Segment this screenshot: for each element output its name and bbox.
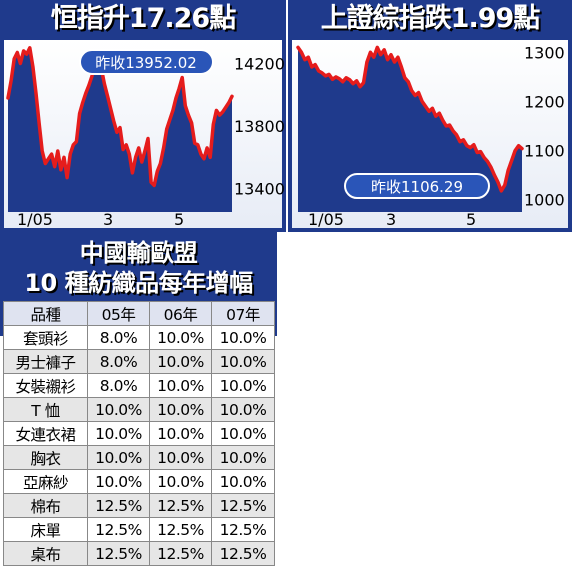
- category-cell: 床單: [3, 517, 88, 542]
- tariff-table: 品種 05年 06年 07年 套頭衫 8.0% 10.0% 10.0% 男士褲子 8.0%…: [3, 301, 275, 566]
- rate-2005-cell: 10.0%: [87, 397, 150, 422]
- hsi-prev-close-label: 昨收13952.02: [95, 54, 197, 72]
- table-row: 胸衣 10.0% 10.0% 10.0%: [3, 445, 275, 470]
- rate-2007-cell: 10.0%: [211, 421, 275, 446]
- rate-2005-cell: 10.0%: [87, 469, 150, 494]
- category-cell: 女裝襯衫: [3, 373, 88, 398]
- table-row: 女連衣裙 10.0% 10.0% 10.0%: [3, 421, 275, 446]
- rate-2006-cell: 10.0%: [149, 325, 212, 350]
- header-category: 品種: [3, 301, 88, 326]
- rate-2006-cell: 12.5%: [149, 541, 212, 566]
- rate-2007-cell: 12.5%: [211, 517, 275, 542]
- rate-2005-cell: 12.5%: [87, 493, 150, 518]
- rate-2005-cell: 12.5%: [87, 541, 150, 566]
- rate-2005-cell: 10.0%: [87, 445, 150, 470]
- rate-2005-cell: 12.5%: [87, 517, 150, 542]
- x-tick-label: 3: [386, 210, 396, 229]
- rate-2007-cell: 12.5%: [211, 541, 275, 566]
- category-cell: 亞麻紗: [3, 469, 88, 494]
- rate-2007-cell: 10.0%: [211, 373, 275, 398]
- table-title-line1: 中國輸歐盟: [79, 239, 198, 267]
- rate-2005-cell: 10.0%: [87, 421, 150, 446]
- hsi-chart-panel: 恒指升17.26點 昨收13952.02 14200 13800 13400 1/0…: [0, 0, 286, 232]
- rate-2006-cell: 10.0%: [149, 373, 212, 398]
- y-tick-label: 14200: [234, 55, 285, 74]
- x-tick-label: 5: [174, 210, 184, 229]
- table-row: 套頭衫 8.0% 10.0% 10.0%: [3, 325, 275, 350]
- rate-2006-cell: 12.5%: [149, 493, 212, 518]
- rate-2006-cell: 12.5%: [149, 517, 212, 542]
- rate-2005-cell: 8.0%: [87, 325, 150, 350]
- table-row: 棉布 12.5% 12.5% 12.5%: [3, 493, 275, 518]
- category-cell: 男士褲子: [3, 349, 88, 374]
- rate-2006-cell: 10.0%: [149, 469, 212, 494]
- rate-2006-cell: 10.0%: [149, 349, 212, 374]
- x-tick-label: 5: [466, 210, 476, 229]
- table-title-line2: 10 種紡織品每年增幅: [24, 269, 253, 297]
- rate-2005-cell: 8.0%: [87, 373, 150, 398]
- shc-chart: 昨收1106.29 1300 1200 1100 1000 1/05 3 5: [292, 40, 568, 229]
- hsi-prev-close-badge: [79, 49, 214, 75]
- shc-prev-close-label: 昨收1106.29: [371, 178, 463, 196]
- header-2007: 07年: [211, 301, 275, 326]
- category-cell: 套頭衫: [3, 325, 88, 350]
- table-row: 女裝襯衫 8.0% 10.0% 10.0%: [3, 373, 275, 398]
- table-row: T 恤 10.0% 10.0% 10.0%: [3, 397, 275, 422]
- rate-2007-cell: 10.0%: [211, 445, 275, 470]
- rate-2006-cell: 10.0%: [149, 397, 212, 422]
- y-tick-label: 1200: [524, 92, 565, 111]
- y-tick-label: 1000: [524, 191, 565, 210]
- table-row: 桌布 12.5% 12.5% 12.5%: [3, 541, 275, 566]
- hsi-chart: 昨收13952.02 14200 13800 13400 1/05 3 5: [4, 40, 285, 229]
- table-row: 亞麻紗 10.0% 10.0% 10.0%: [3, 469, 275, 494]
- table-row: 男士褲子 8.0% 10.0% 10.0%: [3, 349, 275, 374]
- y-tick-label: 1100: [524, 142, 565, 161]
- category-cell: 棉布: [3, 493, 88, 518]
- y-tick-label: 13800: [234, 117, 285, 136]
- rate-2006-cell: 10.0%: [149, 421, 212, 446]
- x-tick-label: 1/05: [308, 210, 344, 229]
- category-cell: 胸衣: [3, 445, 88, 470]
- rate-2007-cell: 10.0%: [211, 469, 275, 494]
- table-row: 床單 12.5% 12.5% 12.5%: [3, 517, 275, 542]
- shc-chart-title: 上證綜指跌1.99點: [320, 3, 541, 34]
- rate-2007-cell: 12.5%: [211, 493, 275, 518]
- x-tick-label: 3: [103, 210, 113, 229]
- shc-prev-close-badge: [344, 173, 490, 199]
- rate-2007-cell: 10.0%: [211, 397, 275, 422]
- y-tick-label: 13400: [234, 180, 285, 199]
- category-cell: 女連衣裙: [3, 421, 88, 446]
- x-tick-label: 1/05: [17, 210, 53, 229]
- shc-chart-panel: 上證綜指跌1.99點 昨收1106.29 1300 1200 1100 1000 1/…: [288, 0, 572, 232]
- rate-2007-cell: 10.0%: [211, 349, 275, 374]
- header-2005: 05年: [87, 301, 150, 326]
- y-tick-label: 1300: [524, 43, 565, 62]
- rate-2005-cell: 8.0%: [87, 349, 150, 374]
- rate-2006-cell: 10.0%: [149, 445, 212, 470]
- table-header-row: 品種 05年 06年 07年: [3, 301, 275, 326]
- hsi-series-line: [6, 46, 234, 188]
- shc-series-line: [296, 45, 524, 193]
- category-cell: T 恤: [3, 397, 88, 422]
- rate-2007-cell: 10.0%: [211, 325, 275, 350]
- header-2006: 06年: [149, 301, 212, 326]
- category-cell: 桌布: [3, 541, 88, 566]
- shc-area-fill: [298, 47, 522, 213]
- hsi-chart-title: 恒指升17.26點: [50, 3, 236, 34]
